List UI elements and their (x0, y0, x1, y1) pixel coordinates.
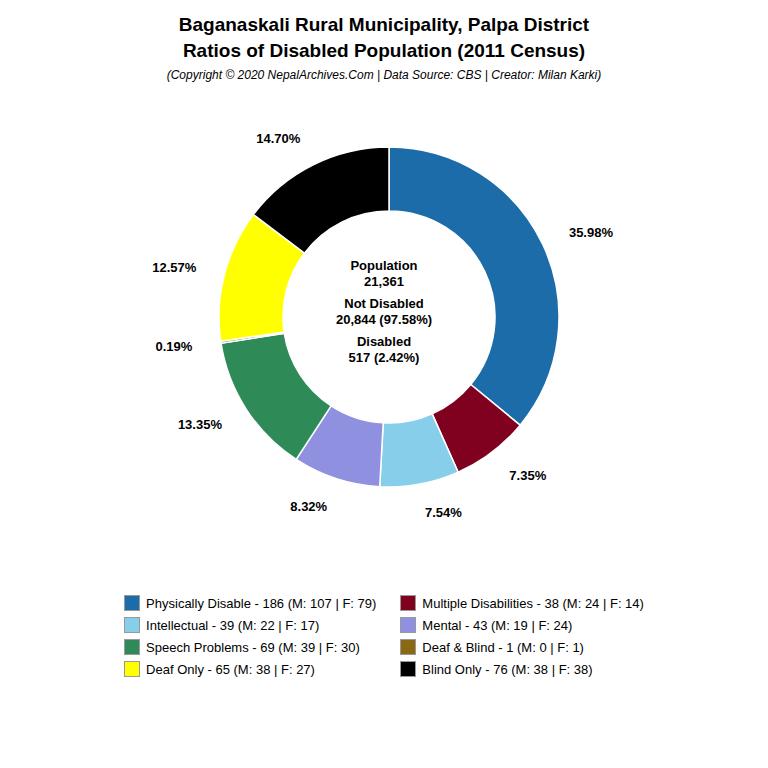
html-text:Intellectual - 39 (M: 22 | F:: Intellectual - 39 (M: 22 | F: 17) (146, 617, 320, 633)
html-text:Speech Problems - 69 (M: 39 |: Speech Problems - 69 (M: 39 | F: 30) (146, 639, 360, 655)
svg-text:0.19%: 0.19% (155, 339, 192, 354)
html-text:Multiple Disabilities - 38 (M:: Multiple Disabilities - 38 (M: 24 | F: 1… (422, 595, 644, 611)
svg-text:8.32%: 8.32% (290, 499, 327, 514)
svg-text:14.70%: 14.70% (256, 131, 301, 146)
html-text:Deaf Only - 65 (M: 38 | F: 27): Deaf Only - 65 (M: 38 | F: 27) (146, 661, 315, 677)
html-text:Deaf & Blind - 1 (M: 0 | F: 1): Deaf & Blind - 1 (M: 0 | F: 1) (422, 639, 584, 655)
html-text:Blind Only - 76 (M: 38 | F: 38: Blind Only - 76 (M: 38 | F: 38) (422, 661, 593, 677)
svg-text:12.57%: 12.57% (152, 260, 197, 275)
html-text:Mental - 43 (M: 19 | F: 24): Mental - 43 (M: 19 | F: 24) (422, 617, 573, 633)
html-text:Population 21,361: Population 21,361 (350, 258, 418, 289)
html-text:Disabled 517 (2.42%): Disabled 517 (2.42%) (348, 334, 420, 365)
html-text:Baganaskali Rural Municipality: Baganaskali Rural Municipality, Palpa Di… (178, 14, 590, 35)
svg-text:35.98%: 35.98% (569, 225, 614, 240)
svg-text:13.35%: 13.35% (178, 417, 223, 432)
svg-text:7.35%: 7.35% (509, 468, 546, 483)
html-text:Physically Disable - 186 (M: 1: Physically Disable - 186 (M: 107 | F: 79… (146, 595, 377, 611)
html-text:(Copyright © 2020 NepalArchive: (Copyright © 2020 NepalArchives.Com | Da… (166, 68, 602, 82)
svg-text:7.54%: 7.54% (425, 505, 462, 520)
html-text:Not Disabled 20,844 (97.58%): Not Disabled 20,844 (97.58%) (335, 296, 433, 327)
html-text:Ratios of Disabled Population: Ratios of Disabled Population (2011 Cens… (182, 40, 586, 61)
